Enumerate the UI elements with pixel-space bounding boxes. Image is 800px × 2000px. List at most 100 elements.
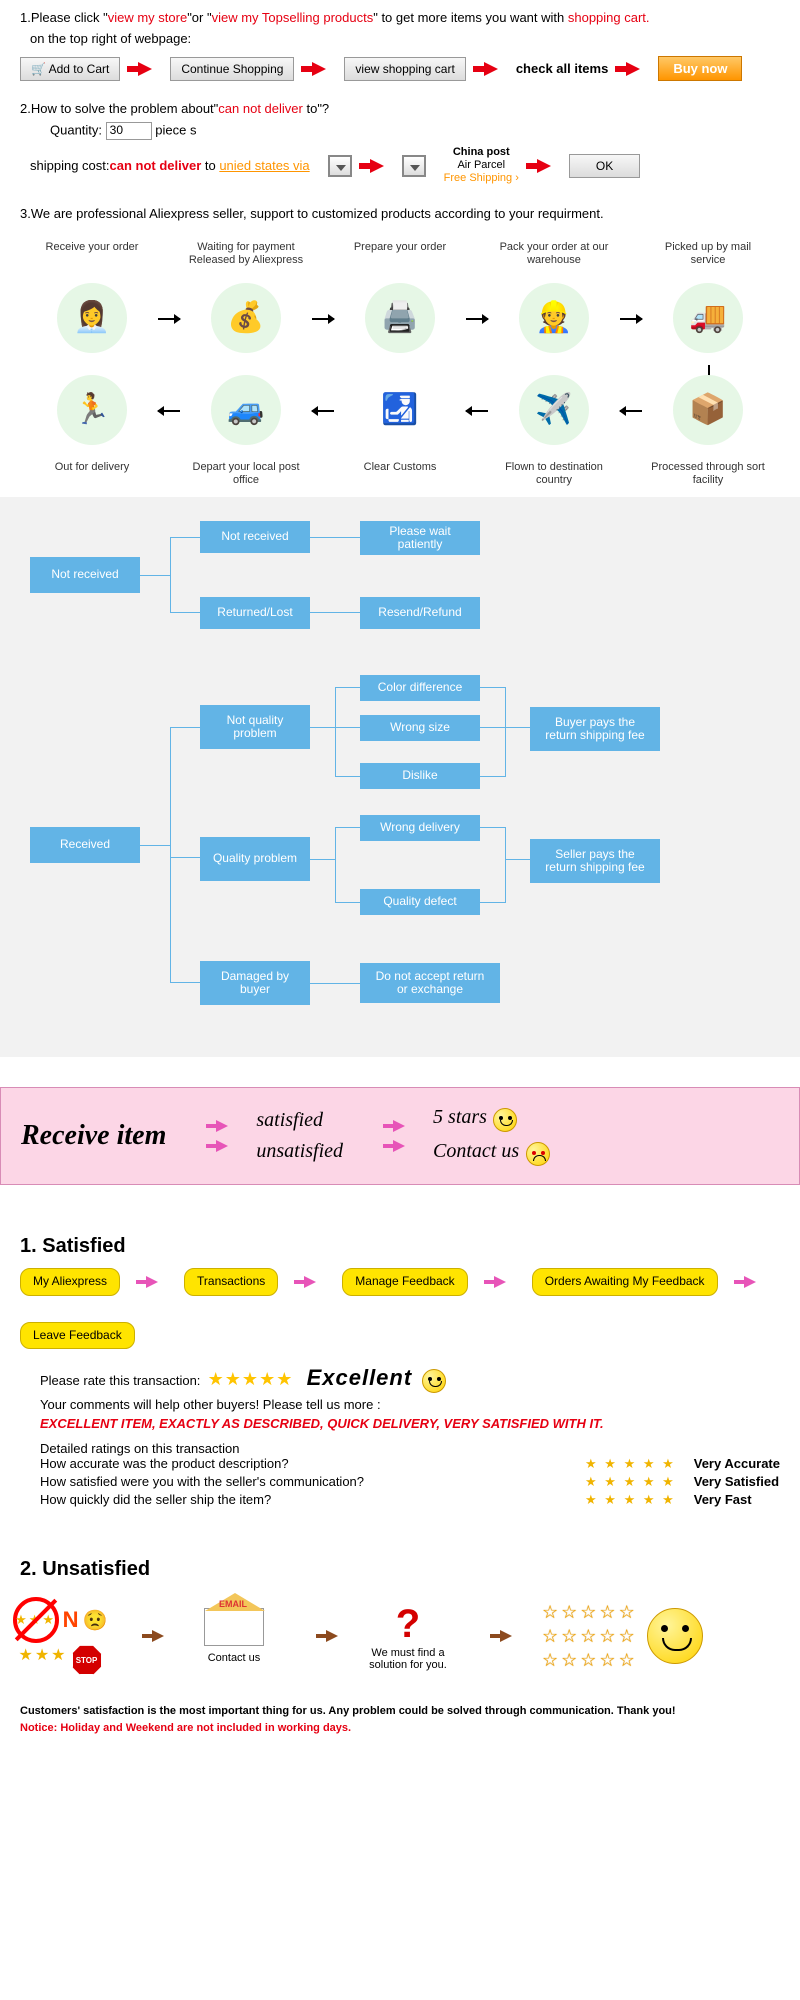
arrow-icon xyxy=(158,318,180,320)
t: can not deliver xyxy=(218,101,303,116)
node-no-return: Do not accept return or exchange xyxy=(360,963,500,1003)
label: Add to Cart xyxy=(49,62,110,76)
line xyxy=(170,857,200,858)
t: 2.How to solve the problem about" xyxy=(20,101,218,116)
item1-buttons: 🛒 Add to Cart Continue Shopping view sho… xyxy=(20,56,780,81)
proc-step: 🚚 xyxy=(646,277,770,359)
node-damaged: Damaged by buyer xyxy=(200,961,310,1005)
line xyxy=(310,727,335,728)
line xyxy=(335,687,336,777)
arrow-icon xyxy=(312,410,334,412)
section-1: 1.Please click "view my store"or "view m… xyxy=(0,0,800,91)
proc-step: 💰 xyxy=(184,277,308,359)
n-text: N xyxy=(63,1607,79,1633)
bubble-transactions[interactable]: Transactions xyxy=(184,1268,278,1295)
stars-icon: ★ ★ ★ ★ ★ xyxy=(585,1474,676,1490)
shipping-dropdown[interactable] xyxy=(328,155,352,177)
smiley-icon xyxy=(422,1369,446,1393)
flight-icon: ✈️ xyxy=(519,375,589,445)
angry-icon xyxy=(526,1142,550,1166)
detail-heading: Detailed ratings on this transaction xyxy=(40,1441,780,1456)
buy-now-button[interactable]: Buy now xyxy=(658,56,742,81)
arrow-icon xyxy=(393,1140,405,1152)
line xyxy=(310,983,360,984)
node-seller-pays: Seller pays the return shipping fee xyxy=(530,839,660,883)
node-quality-defect: Quality defect xyxy=(360,889,480,915)
t: 1.Please click " xyxy=(20,10,108,25)
big-smiley-icon xyxy=(647,1608,703,1664)
item1-text: 1.Please click "view my store"or "view m… xyxy=(20,10,780,25)
satisfied-heading: 1. Satisfied xyxy=(20,1235,780,1258)
envelope-icon xyxy=(204,1608,264,1646)
excellent-text: Excellent xyxy=(307,1365,413,1390)
line xyxy=(480,902,505,903)
node-wrong-size: Wrong size xyxy=(360,715,480,741)
unsatisfied-label: unsatisfied xyxy=(256,1140,343,1163)
proc-caption: Pack your order at our warehouse xyxy=(492,241,616,267)
customs-icon: 🛃 xyxy=(365,375,435,445)
satisfied-label: satisfied xyxy=(256,1109,343,1132)
arrow-icon xyxy=(152,1630,164,1642)
link-topselling[interactable]: view my Topselling products xyxy=(212,10,374,25)
line xyxy=(170,727,200,728)
stars-smiley-block: ☆☆☆☆☆ ☆☆☆☆☆ ☆☆☆☆☆ xyxy=(542,1602,703,1671)
a: Very Satisfied xyxy=(694,1474,780,1490)
item1-sub: on the top right of webpage: xyxy=(30,31,780,46)
contact-label: Contact us xyxy=(208,1652,261,1664)
add-to-cart-button[interactable]: 🛒 Add to Cart xyxy=(20,57,120,81)
quantity-input[interactable]: 30 xyxy=(106,122,152,140)
node-color-diff: Color difference xyxy=(360,675,480,701)
line xyxy=(170,727,171,983)
proc-caption: Processed through sort facility xyxy=(646,461,770,487)
ok-button[interactable]: OK xyxy=(569,154,640,178)
payment-icon: 💰 xyxy=(211,283,281,353)
receive-order-icon: 👩‍💼 xyxy=(57,283,127,353)
comment-prompt: Your comments will help other buyers! Pl… xyxy=(40,1397,780,1412)
unsat-flow: ★★★ N 😟 ★★★ STOP Contact us ? We must fi… xyxy=(20,1591,780,1681)
footer-line2: Notice: Holiday and Weekend are not incl… xyxy=(20,1720,780,1737)
qty-label: Quantity: xyxy=(50,122,102,137)
line xyxy=(170,612,200,613)
prepare-icon: 🖨️ xyxy=(365,283,435,353)
line xyxy=(480,827,505,828)
arrow-icon xyxy=(138,62,152,76)
line xyxy=(505,687,506,777)
link-shopping-cart[interactable]: shopping cart. xyxy=(568,10,650,25)
outcome-col: 5 stars Contact us xyxy=(433,1106,550,1166)
arrow-icon xyxy=(484,62,498,76)
arrow-icon xyxy=(326,1630,338,1642)
proc-step: 👷 xyxy=(492,277,616,359)
node-not-received: Not received xyxy=(30,557,140,593)
a: Very Fast xyxy=(694,1492,780,1508)
comment-example: EXCELLENT ITEM, EXACTLY AS DESCRIBED, QU… xyxy=(40,1416,780,1431)
arrow-icon xyxy=(466,410,488,412)
smiley-icon xyxy=(493,1108,517,1132)
country-link[interactable]: unied states via xyxy=(219,158,309,173)
link-view-store[interactable]: view my store xyxy=(108,10,187,25)
proc-caption: Clear Customs xyxy=(338,461,462,487)
line xyxy=(480,687,505,688)
bubble-orders-awaiting[interactable]: Orders Awaiting My Feedback xyxy=(532,1268,718,1295)
footer-line1: Customers' satisfaction is the most impo… xyxy=(20,1703,780,1720)
arrow-col xyxy=(371,1120,405,1152)
t: Air Parcel xyxy=(457,159,505,171)
bubble-my-aliexpress[interactable]: My Aliexpress xyxy=(20,1268,120,1295)
line xyxy=(480,727,505,728)
shipping-dropdown-2[interactable] xyxy=(402,155,426,177)
view-cart-button[interactable]: view shopping cart xyxy=(344,57,465,81)
node-received: Received xyxy=(30,827,140,863)
detailed-ratings-table: How accurate was the product description… xyxy=(40,1456,780,1508)
arrow-icon xyxy=(620,318,642,320)
section-3: 3.We are professional Aliexpress seller,… xyxy=(0,196,800,231)
line xyxy=(335,827,336,903)
proc-caption: Waiting for payment Released by Aliexpre… xyxy=(184,241,308,267)
arrow-icon xyxy=(626,62,640,76)
node-not-quality: Not quality problem xyxy=(200,705,310,749)
arrow-icon xyxy=(500,1630,512,1642)
q: How accurate was the product description… xyxy=(40,1456,567,1472)
bubble-leave-feedback[interactable]: Leave Feedback xyxy=(20,1322,135,1349)
bubble-manage-feedback[interactable]: Manage Feedback xyxy=(342,1268,467,1295)
node-dislike: Dislike xyxy=(360,763,480,789)
rating-block: Please rate this transaction: ★★★★★ Exce… xyxy=(40,1365,780,1509)
continue-shopping-button[interactable]: Continue Shopping xyxy=(170,57,294,81)
